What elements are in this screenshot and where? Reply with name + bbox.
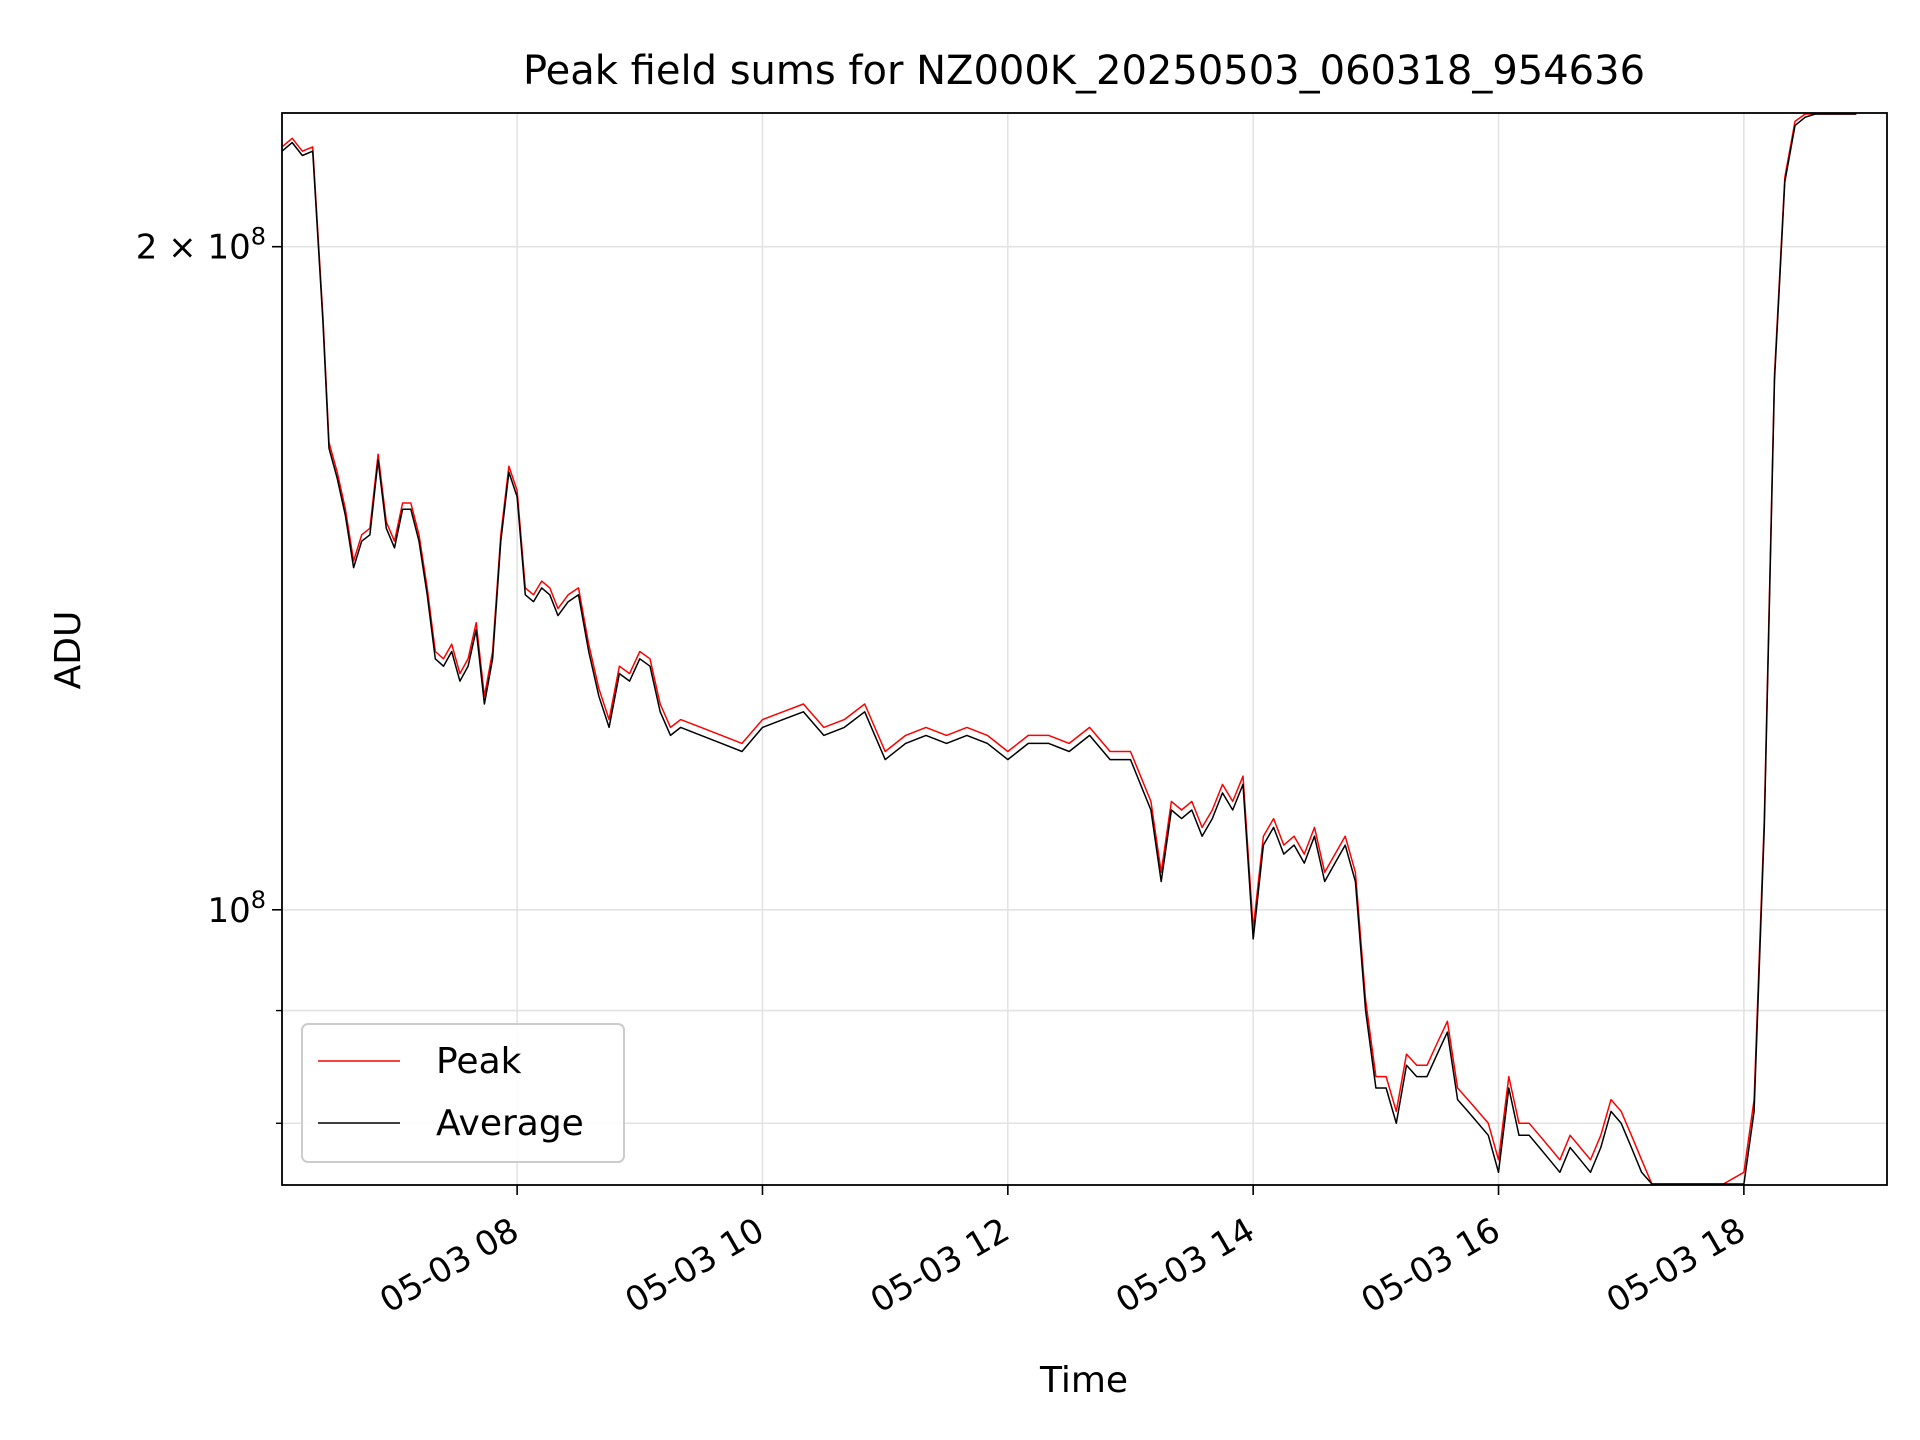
series-line-peak: [281, 113, 1857, 1185]
series-lines: [281, 113, 1857, 1185]
plot-frame: [281, 112, 1888, 1186]
y-tick-label: 108: [207, 886, 266, 931]
x-tick-label: 05-03 14: [1109, 1210, 1261, 1321]
x-tick-label: 05-03 16: [1355, 1210, 1507, 1321]
x-axis-label: Time: [1039, 1360, 1128, 1401]
y-tick-label: 2 × 108: [136, 223, 266, 268]
grid-lines: [282, 113, 1887, 1185]
legend-box: [301, 1023, 625, 1163]
series-line-average: [281, 113, 1857, 1185]
x-tick-label: 05-03 18: [1600, 1210, 1752, 1321]
legend-label-peak: Peak: [436, 1041, 522, 1082]
x-tick-label: 05-03 12: [864, 1210, 1016, 1321]
x-axis-ticks: 05-03 08 05-03 10 05-03 12 05-03 14 05-03 16…: [373, 1185, 1752, 1321]
chart-title: Peak field sums for NZ000K_20250503_0603…: [523, 48, 1645, 94]
x-tick-label: 05-03 10: [619, 1210, 771, 1321]
y-axis-label: ADU: [48, 611, 89, 690]
y-axis-ticks: 108 2 × 108: [136, 223, 282, 1124]
legend: Peak Average: [301, 1023, 625, 1163]
x-tick-label: 05-03 08: [373, 1210, 525, 1321]
legend-label-average: Average: [436, 1103, 584, 1144]
